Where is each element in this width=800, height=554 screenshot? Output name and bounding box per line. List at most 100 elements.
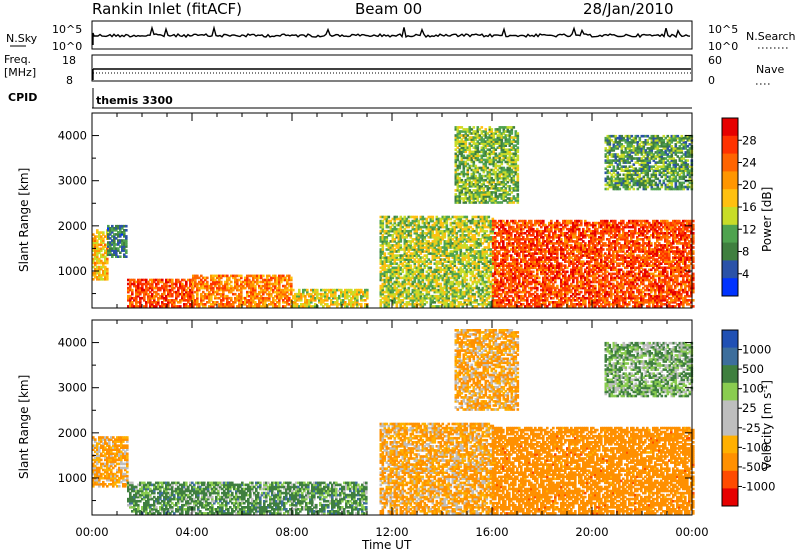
echo-cell <box>467 229 471 233</box>
echo-cell <box>514 238 517 241</box>
echo-cell <box>364 303 367 306</box>
echo-cell <box>437 244 441 247</box>
echo-cell <box>421 234 425 237</box>
echo-cell <box>240 299 243 302</box>
echo-cell <box>266 274 269 278</box>
echo-cell <box>464 180 468 184</box>
echo-cell <box>352 296 355 300</box>
echo-cell <box>532 223 535 227</box>
echo-cell <box>455 280 459 284</box>
echo-cell <box>228 286 231 290</box>
echo-cell <box>246 282 249 286</box>
echo-cell <box>455 278 459 282</box>
echo-cell <box>469 286 473 290</box>
echo-cell <box>366 294 369 298</box>
echo-cell <box>456 132 460 135</box>
echo-cell <box>454 172 458 176</box>
echo-cell <box>464 183 468 186</box>
echo-cell <box>456 195 460 198</box>
echo-cell <box>469 246 473 249</box>
echo-cell <box>169 288 172 292</box>
echo-cell <box>506 172 510 176</box>
echo-cell <box>391 276 395 280</box>
echo-cell <box>326 292 329 296</box>
echo-cell <box>266 284 269 288</box>
echo-cell <box>425 234 429 237</box>
echo-cell <box>484 162 488 166</box>
echo-cell <box>254 280 257 284</box>
echo-cell <box>486 152 490 156</box>
echo-cell <box>470 164 474 168</box>
echo-cell <box>506 236 509 239</box>
echo-cell <box>415 229 419 233</box>
echo-cell <box>350 299 353 302</box>
echo-cell <box>427 258 431 261</box>
echo-cell <box>492 201 496 204</box>
echo-cell <box>401 294 405 298</box>
echo-cell <box>393 225 397 229</box>
echo-cell <box>236 278 239 282</box>
echo-cell <box>451 256 455 259</box>
echo-cell <box>167 278 170 282</box>
echo-cell <box>454 162 458 166</box>
echo-cell <box>379 225 383 229</box>
echo-cell <box>500 148 504 151</box>
echo-cell <box>185 290 188 294</box>
echo-cell <box>417 221 421 225</box>
echo-cell <box>514 140 518 143</box>
echo-cell <box>464 191 468 194</box>
echo-cell <box>476 142 480 145</box>
echo-cell <box>173 303 176 306</box>
echo-cell <box>274 282 277 286</box>
echo-cell <box>512 178 516 182</box>
echo-cell <box>453 221 457 225</box>
echo-cell <box>482 162 486 166</box>
echo-cell <box>242 303 245 306</box>
echo-cell <box>474 197 478 200</box>
echo-cell <box>455 256 459 259</box>
echo-cell <box>532 299 535 302</box>
echo-cell <box>536 258 539 261</box>
echo-cell <box>484 191 488 194</box>
echo-cell <box>100 237 103 240</box>
echo-cell <box>458 185 462 188</box>
echo-cell <box>516 178 520 182</box>
echo-cell <box>417 296 421 300</box>
echo-cell <box>409 256 413 259</box>
echo-cell <box>405 223 409 227</box>
echo-cell <box>498 170 502 174</box>
echo-cell <box>425 219 429 223</box>
echo-cell <box>391 303 395 306</box>
echo-cell <box>431 276 435 280</box>
echo-cell <box>481 248 485 251</box>
echo-cell <box>488 187 492 190</box>
echo-cell <box>508 156 512 160</box>
echo-cell <box>366 288 369 292</box>
echo-cell <box>506 252 509 255</box>
echo-cell <box>139 280 142 284</box>
echo-cell <box>96 243 99 247</box>
echo-cell <box>445 294 449 298</box>
echo-cell <box>451 260 455 263</box>
echo-cell <box>492 246 495 249</box>
echo-cell <box>492 242 495 245</box>
echo-cell <box>385 276 389 280</box>
echo-cell <box>492 148 496 151</box>
echo-cell <box>510 227 513 231</box>
echo-cell <box>471 236 475 239</box>
echo-cell <box>518 284 521 288</box>
echo-cell <box>185 284 188 288</box>
echo-cell <box>433 252 437 255</box>
echo-cell <box>107 224 110 228</box>
echo-cell <box>206 301 209 304</box>
echo-cell <box>173 299 176 302</box>
echo-cell <box>411 282 415 286</box>
echo-cell <box>473 266 477 270</box>
echo-cell <box>528 305 531 308</box>
echo-cell <box>443 221 447 225</box>
echo-cell <box>447 217 451 221</box>
echo-cell <box>92 271 95 275</box>
echo-cell <box>312 288 315 292</box>
echo-cell <box>268 303 271 306</box>
echo-cell <box>467 286 471 290</box>
